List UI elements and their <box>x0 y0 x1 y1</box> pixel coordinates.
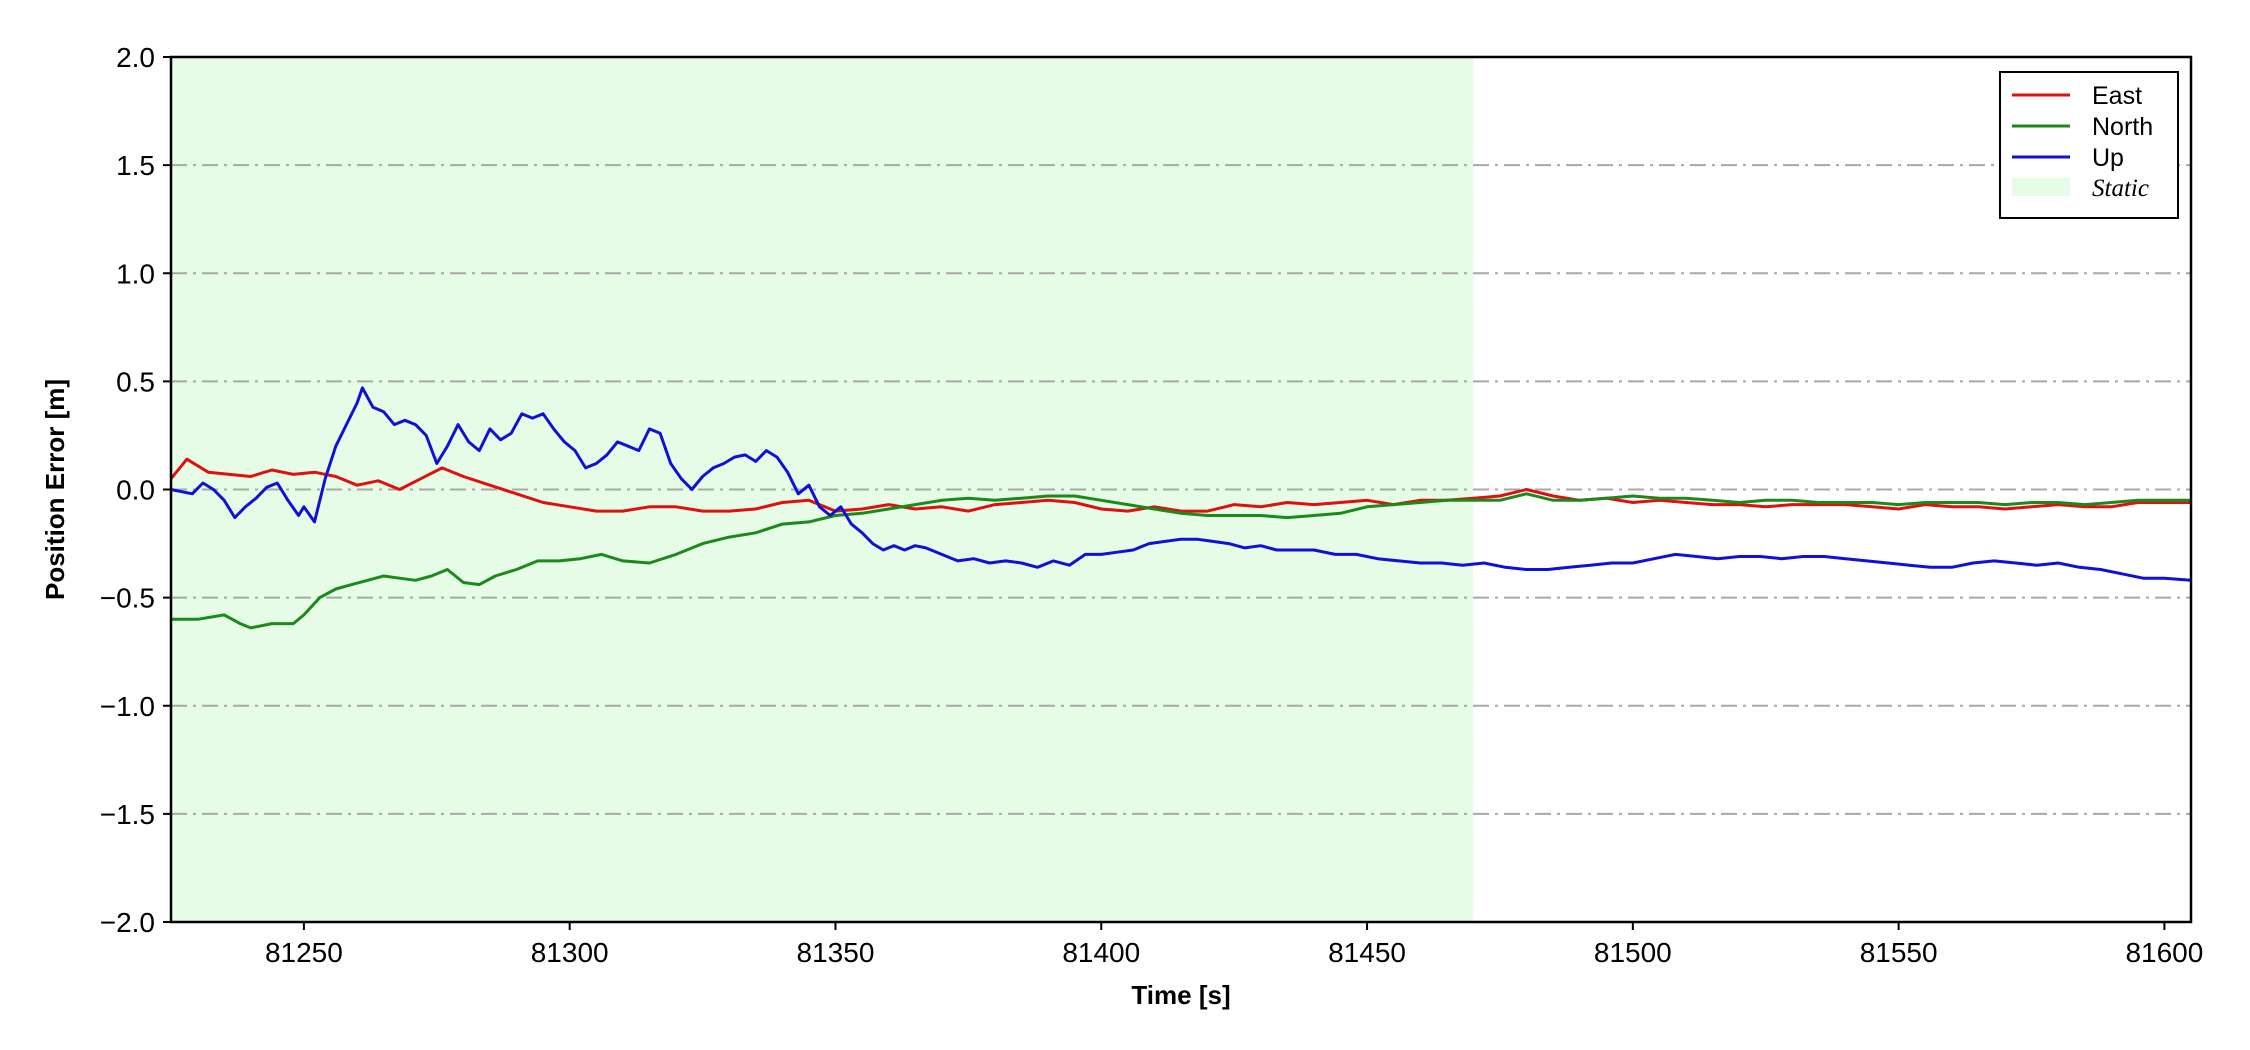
y-tick-label: −0.5 <box>100 583 155 614</box>
legend-swatch-static <box>2012 178 2070 196</box>
series-line-east <box>169 457 2191 513</box>
y-axis: −2.0 −1.5 −1.0 −0.5 0.0 0.5 1.0 1.5 2.0 <box>100 42 171 938</box>
y-tick-label: 0.0 <box>116 475 155 506</box>
x-axis-title: Time [s] <box>1131 980 1230 1010</box>
x-tick-label: 81300 <box>531 937 609 968</box>
y-tick-label: −1.5 <box>100 799 155 830</box>
y-tick-label: −2.0 <box>100 907 155 938</box>
x-tick-label: 81400 <box>1062 937 1140 968</box>
legend-label-up: Up <box>2092 144 2124 172</box>
y-tick-label: 1.0 <box>116 258 155 289</box>
y-tick-label: −1.0 <box>100 691 155 722</box>
y-tick-label: 1.5 <box>116 150 155 181</box>
x-tick-label: 81450 <box>1328 937 1406 968</box>
y-tick-label: 2.0 <box>116 42 155 73</box>
gridlines <box>171 164 2191 815</box>
series-line-north <box>171 492 2191 630</box>
x-tick-label: 81500 <box>1594 937 1672 968</box>
x-tick-label: 81600 <box>2125 937 2203 968</box>
legend-label-north: North <box>2092 113 2153 141</box>
x-tick-label: 81350 <box>797 937 875 968</box>
x-tick-label: 81550 <box>1860 937 1938 968</box>
series-line-up <box>170 386 2192 582</box>
legend: East North Up Static <box>1999 71 2179 219</box>
x-axis: 81250 81300 81350 81400 81450 81500 81550 81600 <box>265 922 2203 968</box>
y-tick-label: 0.5 <box>116 366 155 397</box>
legend-label-static: Static <box>2092 175 2149 202</box>
legend-label-east: East <box>2092 82 2142 110</box>
y-axis-title: Position Error [m] <box>40 379 70 600</box>
series-layer <box>169 386 2192 630</box>
x-tick-label: 81250 <box>265 937 343 968</box>
